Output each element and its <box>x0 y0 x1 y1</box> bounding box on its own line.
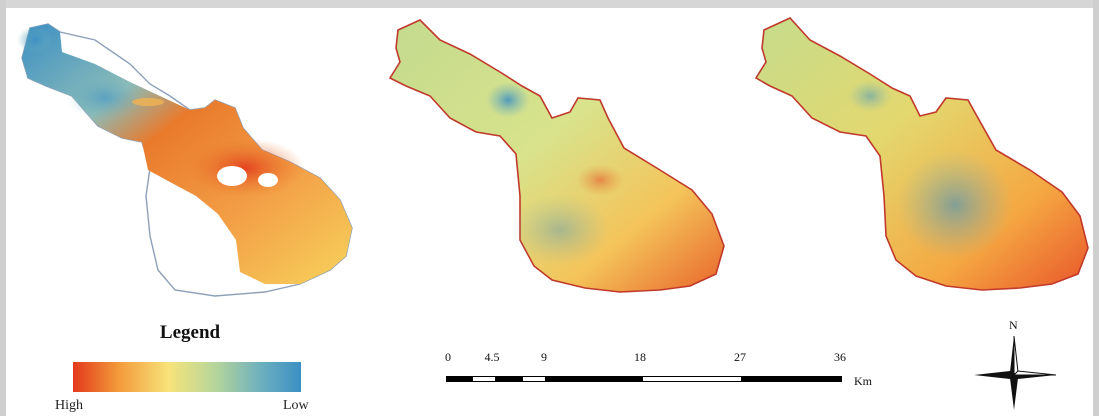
scale-segment <box>546 376 642 382</box>
scale-tick-0: 0 <box>445 350 451 364</box>
scale-tick-2: 9 <box>541 350 547 364</box>
scale-bar: 0 4.5 9 18 27 36 Km <box>440 350 900 390</box>
legend-color-bar <box>73 362 301 392</box>
lake-map-2 <box>388 19 725 293</box>
scale-segment <box>496 376 522 382</box>
legend-high-label: High <box>55 398 83 413</box>
scale-segment <box>642 376 742 382</box>
scale-segment <box>446 376 472 382</box>
scale-segment <box>472 376 496 382</box>
north-arrow: N <box>970 318 1060 413</box>
scale-tick-5: 36 <box>834 350 846 364</box>
scale-segment <box>522 376 546 382</box>
lake-maps <box>17 17 1089 297</box>
north-label: N <box>1009 318 1018 332</box>
legend-title: Legend <box>159 322 221 343</box>
compass-rose-icon <box>974 335 1057 410</box>
scale-segment <box>742 376 842 382</box>
scale-unit: Km <box>854 374 872 388</box>
top-border <box>0 0 1099 8</box>
lake-map-3 <box>754 17 1089 291</box>
scale-tick-4: 27 <box>734 350 746 364</box>
legend-low-label: Low <box>283 398 309 413</box>
scale-tick-3: 18 <box>634 350 646 364</box>
lake-map-1 <box>17 23 353 297</box>
scale-tick-1: 4.5 <box>484 350 500 364</box>
